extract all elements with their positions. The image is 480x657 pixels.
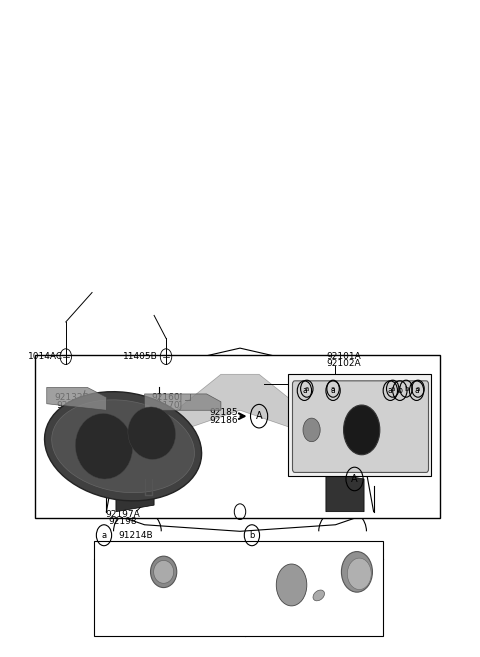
Text: A: A <box>256 411 263 421</box>
Polygon shape <box>326 472 364 512</box>
Text: 92185: 92185 <box>209 408 238 417</box>
Text: b: b <box>404 386 408 392</box>
Ellipse shape <box>128 407 176 459</box>
Text: 92198: 92198 <box>109 517 137 526</box>
Text: 92131: 92131 <box>56 401 85 409</box>
FancyBboxPatch shape <box>35 355 441 518</box>
FancyBboxPatch shape <box>292 381 429 472</box>
Ellipse shape <box>154 560 174 583</box>
Text: b: b <box>397 386 402 395</box>
Text: a: a <box>416 386 420 392</box>
Polygon shape <box>47 388 107 410</box>
Text: a: a <box>391 386 395 392</box>
Ellipse shape <box>313 590 324 600</box>
Text: A: A <box>351 474 358 484</box>
Text: 92126A: 92126A <box>266 560 301 568</box>
Ellipse shape <box>348 558 371 589</box>
Text: a: a <box>101 531 107 540</box>
Text: 92101A: 92101A <box>326 352 360 361</box>
Text: 11405B: 11405B <box>123 352 158 361</box>
Text: 91214B: 91214B <box>118 531 153 540</box>
Ellipse shape <box>75 413 132 479</box>
FancyBboxPatch shape <box>95 541 383 636</box>
Text: VIEW: VIEW <box>328 474 352 484</box>
Text: a: a <box>331 386 336 395</box>
Text: 92140E: 92140E <box>316 541 350 550</box>
Text: 92125A: 92125A <box>300 606 334 616</box>
Text: a: a <box>305 386 309 392</box>
Polygon shape <box>164 374 316 430</box>
Text: 92160J: 92160J <box>152 393 183 401</box>
Text: 92132D: 92132D <box>54 393 89 401</box>
Text: a: a <box>302 386 307 395</box>
Circle shape <box>303 418 320 442</box>
Ellipse shape <box>52 400 194 493</box>
Text: 92186: 92186 <box>209 416 238 424</box>
Text: a: a <box>414 386 419 395</box>
Text: a: a <box>331 386 335 392</box>
Ellipse shape <box>45 392 202 501</box>
Text: 1014AC: 1014AC <box>28 352 63 361</box>
FancyBboxPatch shape <box>288 374 431 476</box>
Polygon shape <box>116 472 154 512</box>
Text: 92170J: 92170J <box>152 401 183 409</box>
Text: 92102A: 92102A <box>326 359 360 368</box>
Ellipse shape <box>341 552 372 592</box>
Ellipse shape <box>151 556 177 587</box>
Circle shape <box>276 564 307 606</box>
Text: 92197A: 92197A <box>106 510 141 519</box>
Text: b: b <box>249 531 254 540</box>
Polygon shape <box>144 394 221 410</box>
Text: a: a <box>388 386 393 395</box>
Circle shape <box>344 405 380 455</box>
